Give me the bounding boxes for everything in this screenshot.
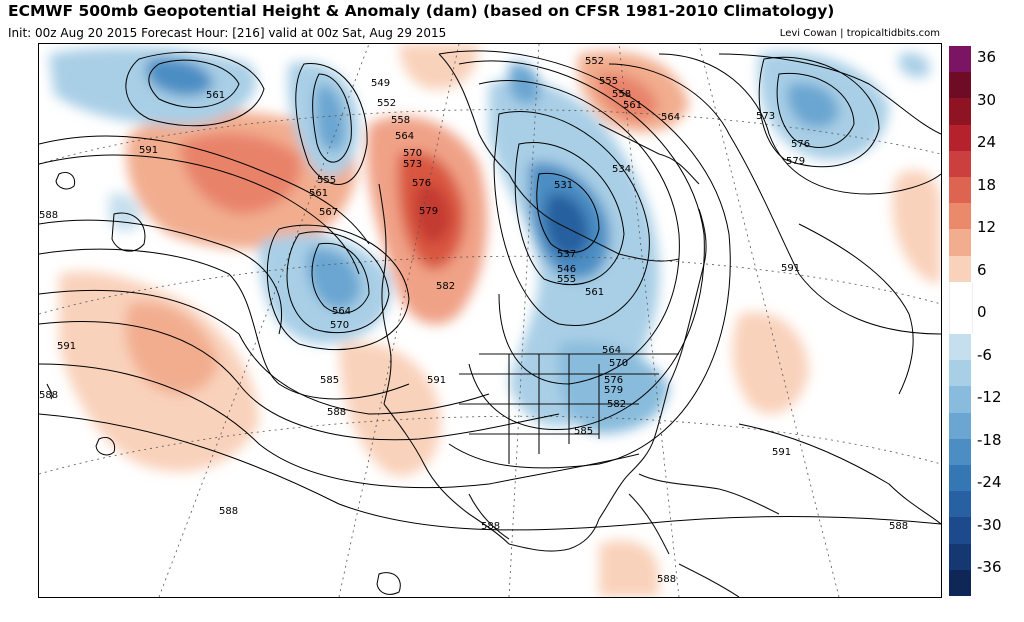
contour-label: 591 [139,145,158,156]
contour-label: 537 [557,249,576,260]
contour-label: 561 [585,287,604,298]
colorbar-segment [949,229,971,256]
contour-label: 564 [661,112,680,123]
credit-text: Levi Cowan | tropicaltidbits.com [779,28,940,39]
contour-label: 564 [395,131,414,142]
colorbar-label: 6 [977,260,987,279]
contour-label: 567 [319,207,338,218]
contour-label: 588 [327,407,346,418]
colorbar-label: -30 [977,515,1002,534]
colorbar-segment [949,360,971,387]
colorbar-label: 36 [977,48,997,66]
anomaly-shading [49,44,941,597]
colorbar-label: 0 [977,303,987,321]
contour-label: 591 [772,447,791,458]
forecast-info: Init: 00z Aug 20 2015 Forecast Hour: [21… [8,26,447,40]
contour-label: 588 [889,521,908,532]
contour-label: 588 [39,390,58,401]
colorbar-label: -36 [977,558,1002,576]
contour-label: 588 [657,574,676,585]
contour-label: 564 [332,306,351,317]
contour-label: 588 [481,521,500,532]
contour-label: 591 [57,341,76,352]
contour-label: 573 [403,159,422,170]
colorbar-label: -12 [977,388,1002,406]
contour-label: 582 [607,399,626,410]
contour-label: 591 [427,375,446,386]
colorbar-label: 12 [977,218,997,236]
colorbar-segment [949,150,971,177]
contour-label: 555 [557,274,576,285]
colorbar-label: 24 [977,133,997,151]
map-title: ECMWF 500mb Geopotential Height & Anomal… [8,2,835,20]
colorbar-segment [949,98,971,125]
contour-label: 588 [219,506,238,517]
contour-label: 561 [206,90,225,101]
colorbar-label: -6 [977,345,992,364]
colorbar-segment [949,46,971,73]
contour-label: 549 [371,78,390,89]
contour-label: 531 [554,180,573,191]
contour-label: 534 [612,164,631,175]
colorbar-segment [949,281,973,308]
contour-label: 579 [419,206,438,217]
colorbar-segment [949,569,971,596]
colorbar-label: -24 [977,473,1002,491]
colorbar-segment [949,465,971,492]
contour-label: 588 [39,210,58,221]
contour-label: 555 [599,76,618,87]
contour-label: 570 [330,320,349,331]
contour-label: 570 [403,148,422,159]
contour-label: 582 [436,281,455,292]
contour-label: 591 [781,263,800,274]
colorbar-segment [949,386,971,413]
contour-label: 576 [412,178,431,189]
colorbar-segment [949,124,971,151]
contour-label: 558 [612,89,631,100]
contour-label: 579 [786,156,805,167]
colorbar-label: -18 [977,430,1002,449]
colorbar-segment [949,203,971,230]
contour-label: 561 [309,188,328,199]
contour-label: 555 [317,175,336,186]
colorbar-segment [949,72,971,99]
lat-lon-grid [39,44,941,597]
coastlines [46,53,780,597]
map-graphic: 5615495525585645705735765795825915555615… [39,44,941,597]
contour-label: 552 [377,98,396,109]
contour-label: 573 [756,111,775,122]
colorbar-segment [949,543,971,570]
contour-label: 546 [557,264,576,275]
anomaly-colorbar [949,46,973,596]
contour-label: 564 [602,345,621,356]
colorbar-segment [949,491,971,518]
colorbar-segment [949,176,971,204]
colorbar-segment [949,307,973,335]
colorbar-segment [949,438,971,465]
contour-label: 561 [623,100,642,111]
height-contours [39,50,941,595]
colorbar-label: 18 [977,175,997,194]
contour-label: 576 [604,375,623,386]
height-anomaly-map: 561 549 552 558 564 570 573 576 579 582 591 555 561 5… [38,43,942,598]
contour-label: 552 [585,56,604,67]
contour-label: 576 [791,139,810,150]
contour-label: 585 [320,375,339,386]
colorbar-segment [949,255,971,282]
colorbar-segment [949,334,971,361]
contour-label: 570 [609,358,628,369]
contour-label: 558 [391,115,410,126]
contour-labels: 5615495525585645705735765795825915555615… [39,56,908,585]
contour-label: 585 [574,426,593,437]
colorbar-segment [949,412,971,439]
colorbar-segment [949,517,971,544]
colorbar-label: 30 [977,90,997,109]
contour-label: 579 [604,385,623,396]
